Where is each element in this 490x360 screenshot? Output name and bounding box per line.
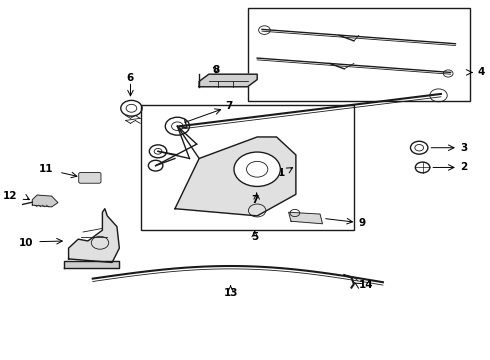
Text: 8: 8 [213, 64, 220, 75]
Text: 3: 3 [460, 143, 467, 153]
Text: 7: 7 [251, 195, 258, 205]
Text: 2: 2 [460, 162, 467, 172]
Text: 1: 1 [278, 168, 285, 178]
Polygon shape [289, 212, 322, 224]
Text: 9: 9 [359, 218, 366, 228]
Polygon shape [69, 209, 120, 262]
Text: 5: 5 [251, 232, 258, 242]
FancyBboxPatch shape [79, 172, 101, 183]
Bar [141, 105, 354, 230]
Text: 12: 12 [3, 191, 18, 201]
Text: 13: 13 [223, 288, 238, 298]
Polygon shape [175, 137, 296, 216]
Text: 14: 14 [359, 280, 373, 290]
Polygon shape [64, 261, 120, 268]
Text: 7: 7 [226, 102, 233, 112]
Text: 6: 6 [127, 73, 134, 83]
Text: 4: 4 [477, 67, 485, 77]
Bar [247, 8, 470, 101]
Text: 10: 10 [19, 238, 34, 248]
Circle shape [234, 152, 280, 186]
Text: 11: 11 [39, 164, 53, 174]
Polygon shape [199, 74, 257, 87]
Polygon shape [32, 195, 58, 207]
